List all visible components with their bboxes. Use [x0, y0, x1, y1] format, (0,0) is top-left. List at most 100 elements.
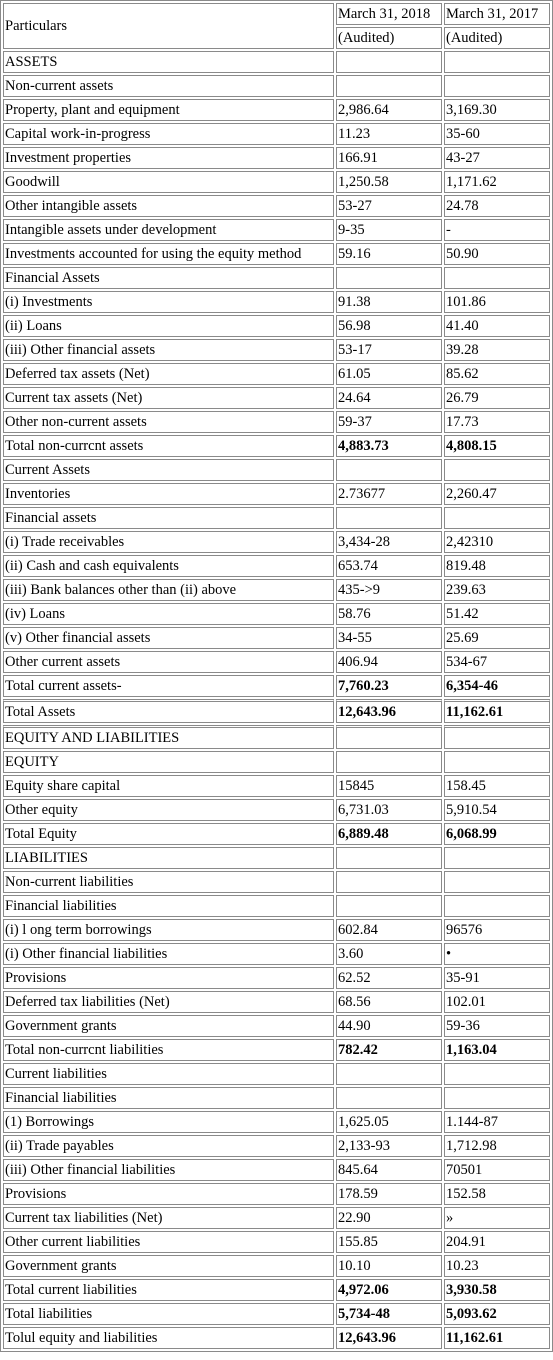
row-label: (i) Investments [3, 291, 334, 313]
table-row: Other intangible assets 53-27 24.78 [3, 195, 550, 217]
row-value-2017: 204.91 [444, 1231, 550, 1253]
row-value-2017 [444, 751, 550, 773]
row-value-2017: • [444, 943, 550, 965]
row-value-2018 [336, 751, 442, 773]
table-row: Total Equity 6,889.48 6,068.99 [3, 823, 550, 845]
row-label: Investments accounted for using the equi… [3, 243, 334, 265]
row-value-2018: 58.76 [336, 603, 442, 625]
row-value-2018: 56.98 [336, 315, 442, 337]
table-row: Goodwill 1,250.58 1,171.62 [3, 171, 550, 193]
row-value-2018 [336, 51, 442, 73]
table-row: Tolul equity and liabilities 12,643.96 11,… [3, 1327, 550, 1349]
table-row: Current tax liabilities (Net) 22.90» [3, 1207, 550, 1229]
row-value-2017 [444, 871, 550, 893]
row-value-2018: 91.38 [336, 291, 442, 313]
row-label: Current liabilities [3, 1063, 334, 1085]
row-value-2017: 102.01 [444, 991, 550, 1013]
row-value-2018: 406.94 [336, 651, 442, 673]
row-label: Financial liabilities [3, 1087, 334, 1109]
table-row: Non-current liabilities [3, 871, 550, 893]
row-value-2018: 34-55 [336, 627, 442, 649]
row-label: Other non-current assets [3, 411, 334, 433]
row-value-2017: 5,093.62 [444, 1303, 550, 1325]
row-value-2017 [444, 847, 550, 869]
row-label: Total non-currсnt liabilities [3, 1039, 334, 1061]
row-value-2018: 1,250.58 [336, 171, 442, 193]
row-value-2017: 85.62 [444, 363, 550, 385]
row-value-2017: 239.63 [444, 579, 550, 601]
row-value-2017: 10.23 [444, 1255, 550, 1277]
table-row: (ii) Loans 56.98 41.40 [3, 315, 550, 337]
row-value-2018: 62.52 [336, 967, 442, 989]
col2-date-header: March 31, 2017 [444, 3, 550, 25]
row-label: Total liabilities [3, 1303, 334, 1325]
row-value-2017: 26.79 [444, 387, 550, 409]
row-value-2018: 12,643.96 [336, 699, 442, 723]
header-row-notes: (Audited) (Audited) [3, 27, 550, 49]
row-label: (iv) Loans [3, 603, 334, 625]
row-value-2018: 6,889.48 [336, 823, 442, 845]
row-value-2017: 101.86 [444, 291, 550, 313]
row-value-2018 [336, 1063, 442, 1085]
row-value-2018: 155.85 [336, 1231, 442, 1253]
table-row: Non-current assets [3, 75, 550, 97]
row-value-2018: 53-17 [336, 339, 442, 361]
row-value-2017: 4,808.15 [444, 435, 550, 457]
table-row: Government grants 44.90 59-36 [3, 1015, 550, 1037]
row-label: (iii) Bank balances other than (ii) abov… [3, 579, 334, 601]
table-row: Other current liabilities 155.85 204.91 [3, 1231, 550, 1253]
row-value-2017: 2,260.47 [444, 483, 550, 505]
row-label: Total Assets [3, 699, 334, 723]
row-label: Non-current liabilities [3, 871, 334, 893]
table-row: Deferred tax liabilities (Net) 68.56 102.0… [3, 991, 550, 1013]
row-value-2018: 4,883.73 [336, 435, 442, 457]
row-label: (i) Other financial liabilities [3, 943, 334, 965]
table-row: Current liabilities [3, 1063, 550, 1085]
row-value-2018: 3,434-28 [336, 531, 442, 553]
row-value-2017: 17.73 [444, 411, 550, 433]
row-value-2017: 50.90 [444, 243, 550, 265]
row-value-2018 [336, 1087, 442, 1109]
row-value-2018: 5,734-48 [336, 1303, 442, 1325]
table-row: Deferred tax assets (Net) 61.05 85.62 [3, 363, 550, 385]
row-value-2017 [444, 75, 550, 97]
row-label: Government grants [3, 1255, 334, 1277]
row-value-2017: 39.28 [444, 339, 550, 361]
row-value-2017: - [444, 219, 550, 241]
row-value-2018: 7,760.23 [336, 675, 442, 697]
row-value-2017: 41.40 [444, 315, 550, 337]
row-label: Capital work-in-progress [3, 123, 334, 145]
row-value-2018: 2.73677 [336, 483, 442, 505]
row-label: Other current liabilities [3, 1231, 334, 1253]
table-row: Provisions 178.59 152.58 [3, 1183, 550, 1205]
table-row: Current Assets [3, 459, 550, 481]
row-label: LIABILITIES [3, 847, 334, 869]
table-row: (i) Trade receivables 3,434-28 2,42310 [3, 531, 550, 553]
row-value-2017: 3,169.30 [444, 99, 550, 121]
table-row: Total non-currсnt assets 4,883.73 4,808.15 [3, 435, 550, 457]
row-value-2018 [336, 847, 442, 869]
row-value-2018 [336, 871, 442, 893]
row-label: Deferred tax liabilities (Net) [3, 991, 334, 1013]
row-value-2017 [444, 507, 550, 529]
row-label: (ii) Cash and cash equivalents [3, 555, 334, 577]
row-label: Deferred tax assets (Net) [3, 363, 334, 385]
table-row: Total Assets 12,643.96 11,162.61 [3, 699, 550, 723]
row-value-2018 [336, 725, 442, 749]
row-label: Total current assets- [3, 675, 334, 697]
row-value-2018: 15845 [336, 775, 442, 797]
table-row: Government grants 10.10 10.23 [3, 1255, 550, 1277]
table-row: Total liabilities 5,734-48 5,093.62 [3, 1303, 550, 1325]
row-value-2017 [444, 51, 550, 73]
row-value-2018 [336, 75, 442, 97]
row-value-2018: 10.10 [336, 1255, 442, 1277]
table-row: (iii) Bank balances other than (ii) abov… [3, 579, 550, 601]
table-row: Inventories 2.73677 2,260.47 [3, 483, 550, 505]
row-label: (iii) Other financial assets [3, 339, 334, 361]
row-label: Goodwill [3, 171, 334, 193]
row-value-2017: 43-27 [444, 147, 550, 169]
row-label: Total current liabilities [3, 1279, 334, 1301]
row-value-2018: 53-27 [336, 195, 442, 217]
row-value-2017 [444, 459, 550, 481]
row-value-2018: 845.64 [336, 1159, 442, 1181]
